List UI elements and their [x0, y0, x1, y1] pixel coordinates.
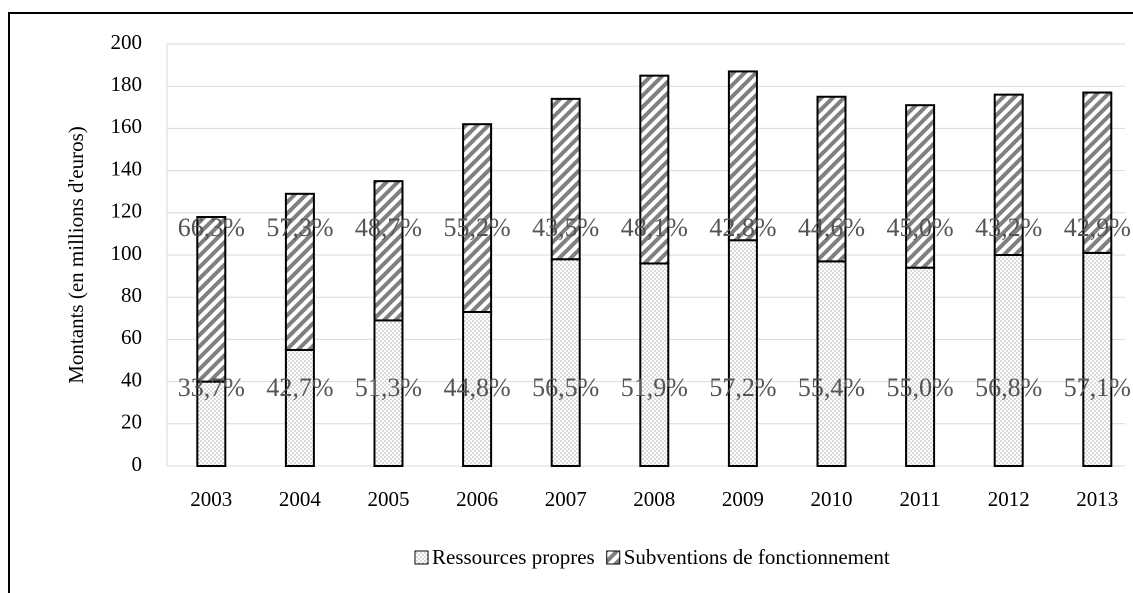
x-tick-label: 2010	[811, 487, 853, 511]
y-tick-label: 40	[121, 367, 142, 391]
y-tick-label: 80	[121, 283, 142, 307]
percent-label: 48,1%	[621, 213, 688, 242]
percent-label: 44,8%	[444, 373, 511, 402]
bar-segment	[1082, 251, 1113, 467]
x-tick-label: 2013	[1076, 487, 1118, 511]
y-tick-label: 60	[121, 325, 142, 349]
bar-segment	[373, 180, 404, 322]
legend-swatch	[414, 550, 429, 565]
y-tick-label: 200	[111, 30, 143, 54]
bar-segment	[905, 104, 936, 269]
percent-label: 44,6%	[798, 213, 865, 242]
percent-label: 51,9%	[621, 373, 688, 402]
frame	[8, 12, 1133, 593]
y-tick-label: 0	[132, 452, 143, 476]
bar-segment	[639, 74, 670, 265]
x-tick-label: 2006	[456, 487, 498, 511]
y-tick-label: 180	[111, 72, 143, 96]
bar-segment	[1082, 91, 1113, 254]
percent-label: 45,0%	[887, 213, 954, 242]
legend-label: Subventions de fonctionnement	[624, 545, 890, 569]
percent-label: 57,3%	[266, 213, 333, 242]
percent-label: 57,1%	[1064, 373, 1131, 402]
y-tick-label: 20	[121, 410, 142, 434]
bar-segment	[727, 239, 758, 467]
x-tick-label: 2012	[988, 487, 1030, 511]
percent-label: 55,2%	[444, 213, 511, 242]
y-tick-label: 100	[111, 241, 143, 265]
y-tick-label: 160	[111, 114, 143, 138]
percent-label: 51,3%	[355, 373, 422, 402]
percent-label: 43,2%	[975, 213, 1042, 242]
legend-swatch	[606, 550, 621, 565]
bar-segment	[905, 266, 936, 467]
percent-label: 42,9%	[1064, 213, 1131, 242]
bar-segment	[550, 97, 581, 261]
percent-label: 56,8%	[975, 373, 1042, 402]
x-tick-label: 2011	[899, 487, 940, 511]
percent-label: 33,7%	[178, 373, 245, 402]
legend-label: Ressources propres	[432, 545, 595, 569]
percent-label: 42,7%	[266, 373, 333, 402]
y-axis-label: Montants (en millions d'euros)	[64, 126, 88, 384]
bar-segment	[284, 348, 315, 468]
bar-segment	[816, 95, 847, 263]
percent-label: 43,5%	[532, 213, 599, 242]
x-tick-label: 2008	[633, 487, 675, 511]
bar-segment	[550, 258, 581, 467]
bar-segment	[816, 260, 847, 467]
percent-label: 55,4%	[798, 373, 865, 402]
percent-label: 42,8%	[709, 213, 776, 242]
x-tick-label: 2007	[545, 487, 587, 511]
percent-label: 66,3%	[178, 213, 245, 242]
bar-segment	[727, 70, 758, 242]
bar-segment	[993, 254, 1024, 467]
bar-segment	[462, 123, 493, 313]
percent-label: 57,2%	[709, 373, 776, 402]
x-tick-label: 2003	[190, 487, 232, 511]
x-tick-label: 2004	[279, 487, 322, 511]
bar-segment	[284, 192, 315, 351]
bar-segment	[639, 262, 670, 467]
x-tick-label: 2005	[368, 487, 410, 511]
bar-segment	[993, 93, 1024, 256]
bar-segment	[196, 216, 227, 383]
percent-label: 55,0%	[887, 373, 954, 402]
y-tick-label: 140	[111, 156, 143, 180]
y-tick-label: 120	[111, 199, 143, 223]
bar-segment	[462, 310, 493, 467]
x-tick-label: 2009	[722, 487, 764, 511]
percent-label: 48,7%	[355, 213, 422, 242]
percent-label: 56,5%	[532, 373, 599, 402]
